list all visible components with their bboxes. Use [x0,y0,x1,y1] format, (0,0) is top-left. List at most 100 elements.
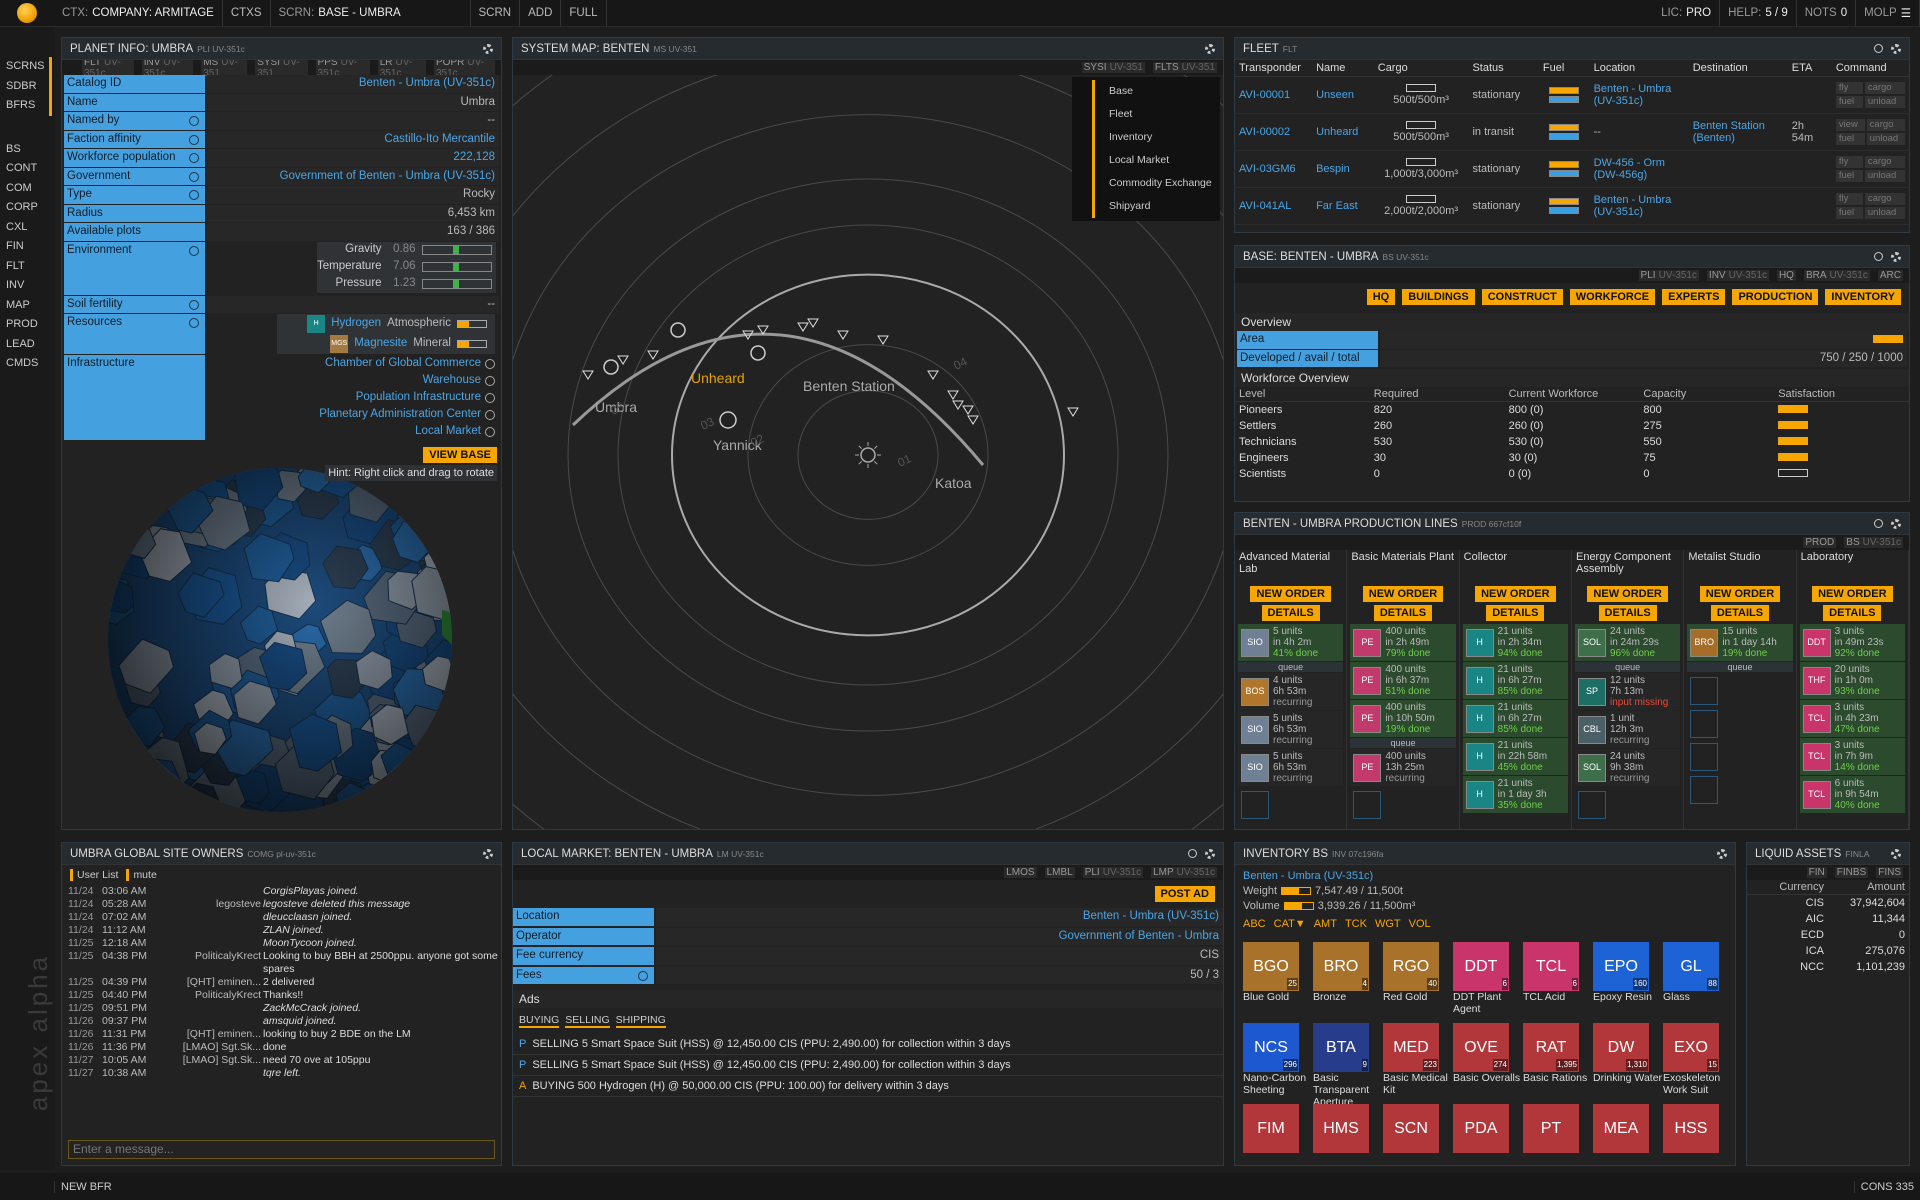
tab[interactable]: LR UV-351c [377,60,426,79]
inventory-item[interactable]: BGO 25 Blue Gold [1243,942,1313,1023]
command-button[interactable]: cargo [1864,192,1905,205]
infrastructure-name[interactable]: Planetary Administration Center [319,407,481,420]
order[interactable]: H 21 units in 6h 27m 85% done [1462,662,1568,699]
ship-name[interactable]: Far East [1316,199,1358,212]
details-button[interactable]: DETAILS [1710,605,1770,621]
new-order-button[interactable]: NEW ORDER [1475,586,1556,602]
command-button[interactable]: fly [1835,192,1863,205]
view-base-button[interactable]: VIEW BASE [423,447,497,463]
tab[interactable]: BRA UV-351c [1803,270,1870,281]
empty-slot[interactable] [1690,776,1719,804]
inventory-item[interactable]: MED 223 Basic Medical Kit [1383,1023,1453,1104]
settings-icon[interactable] [483,43,493,54]
command-button[interactable]: fly [1835,81,1863,94]
tab[interactable]: FINS [1876,867,1903,878]
tab[interactable]: PROD [1803,537,1837,548]
sidebar-item[interactable]: COM [6,181,32,194]
info-icon[interactable] [189,299,199,310]
order[interactable]: H 21 units in 2h 34m 94% done [1462,624,1568,661]
ship-name[interactable]: Unheard [1316,125,1359,138]
order[interactable]: SIO 5 units 6h 53m recurring [1238,711,1344,748]
resource-name[interactable]: Magnesite [354,337,408,350]
order[interactable]: BOS 4 units 6h 53m recurring [1238,673,1344,710]
settings-icon[interactable] [1205,43,1215,54]
sidebar-item[interactable]: LEAD [6,337,35,350]
inventory-item[interactable]: MEA [1593,1104,1663,1165]
tab[interactable]: INV UV-351c [1706,270,1769,281]
tab[interactable]: PPS UV-351c [315,60,370,79]
info-icon[interactable] [638,970,648,981]
order[interactable]: PE 400 units 13h 25m recurring [1350,749,1456,786]
info-icon[interactable] [189,318,199,328]
ad-tab[interactable]: SELLING [565,1014,610,1028]
inventory-item[interactable]: DDT 6 DDT Plant Agent [1453,942,1523,1023]
infrastructure-name[interactable]: Warehouse [422,373,481,386]
new-order-button[interactable]: NEW ORDER [1812,586,1893,602]
order[interactable]: H 21 units in 22h 58m 45% done [1462,738,1568,775]
ad-tab[interactable]: BUYING [519,1014,560,1028]
tab[interactable]: FIN [1806,867,1827,878]
sort-option[interactable]: WGT [1374,918,1401,930]
tab[interactable]: LMP UV-351c [1151,867,1217,878]
order[interactable]: TCL 6 units in 9h 54m 40% done [1799,776,1905,813]
tab[interactable]: SYSI UV-351 [1081,62,1145,73]
info-icon[interactable] [189,116,199,126]
inventory-item[interactable]: GL 88 Glass [1663,942,1733,1023]
order[interactable]: SOL 24 units in 24m 29s 96% done [1574,624,1681,661]
info-icon[interactable] [189,134,199,145]
context[interactable]: CTX: COMPANY: ARMITAGE [54,0,223,27]
info-text[interactable]: Castillo-Ito Mercantile [384,132,495,145]
sort-option[interactable]: VOL [1408,918,1431,930]
transponder[interactable]: AVI-00002 [1239,125,1291,138]
status-item[interactable]: MOLP ☰ [1856,0,1920,27]
tab[interactable]: POPR UV-351c [434,60,495,79]
tab[interactable]: FINBS [1834,867,1869,878]
order[interactable]: BRO 15 units in 1 day 14h 19% done [1687,624,1793,661]
inventory-item[interactable]: NCS 296 Nano-Carbon Sheeting [1243,1023,1313,1104]
settings-icon[interactable] [1891,518,1901,529]
user-list-button[interactable]: User List [70,869,118,881]
command-button[interactable]: cargo [1864,155,1905,168]
inventory-item[interactable]: HSS [1663,1104,1733,1165]
status-item[interactable]: LIC: PRO [1653,0,1721,27]
infrastructure-name[interactable]: Chamber of Global Commerce [325,356,481,369]
top-button[interactable]: SCRN [471,0,521,27]
command-button[interactable]: fuel [1835,169,1863,182]
ship-name[interactable]: Unseen [1316,88,1354,101]
info-icon[interactable] [189,171,199,182]
inventory-item[interactable]: SCN [1383,1104,1453,1165]
sidebar-item[interactable]: CORP [6,201,38,213]
command-button[interactable]: view [1835,118,1865,131]
info-text[interactable]: Benten - Umbra (UV-351c) [358,77,495,89]
transponder[interactable]: AVI-041AL [1239,199,1292,212]
new-order-button[interactable]: NEW ORDER [1250,586,1331,602]
sidebar-item[interactable]: FLT [6,259,25,272]
info-text[interactable]: Government of Benten - Umbra (UV-351c) [279,169,495,182]
order[interactable]: TCL 3 units in 4h 23m 47% done [1799,700,1905,737]
tab[interactable]: PLI UV-351c [1638,270,1699,281]
inventory-item[interactable]: HMS [1313,1104,1383,1165]
tab[interactable]: ARC [1877,270,1903,281]
inventory-item[interactable]: RAT 1,395 Basic Rations [1523,1023,1593,1104]
location[interactable]: Benten - Umbra (UV-351c) [1593,82,1672,107]
settings-icon[interactable] [1205,848,1215,859]
order[interactable]: THF 20 units in 1h 0m 93% done [1799,662,1905,699]
sidebar-item[interactable]: MAP [6,298,30,311]
legend-item[interactable]: Inventory [1092,126,1220,149]
help-icon[interactable] [1874,519,1883,528]
sidebar-item[interactable]: PROD [6,318,38,330]
settings-icon[interactable] [1891,43,1901,54]
tab[interactable]: INV UV-351c [141,60,194,79]
settings-icon[interactable] [1717,848,1727,859]
base-button[interactable]: WORKFORCE [1569,289,1656,305]
base-button[interactable]: INVENTORY [1825,289,1901,305]
legend-item[interactable]: Commodity Exchange [1092,172,1220,195]
sidebar-item[interactable]: INV [6,279,25,291]
message-input[interactable]: Enter a message... [68,1140,495,1159]
command-button[interactable]: fuel [1835,206,1863,219]
empty-slot[interactable] [1577,791,1606,819]
command-button[interactable]: cargo [1866,118,1905,131]
new-order-button[interactable]: NEW ORDER [1362,586,1444,602]
top-button[interactable]: FULL [561,0,607,27]
legend-item[interactable]: Fleet [1092,103,1220,126]
